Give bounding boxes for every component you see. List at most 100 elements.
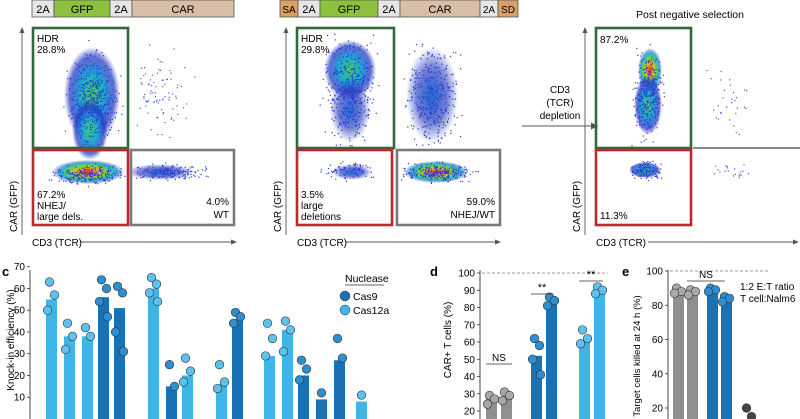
- scatter-dot: [431, 55, 433, 57]
- scatter-dot: [101, 177, 103, 180]
- scatter-dot: [650, 123, 652, 125]
- scatter-dot: [90, 124, 92, 126]
- scatter-dot: [432, 100, 434, 102]
- scatter-dot: [433, 71, 435, 73]
- scatter-dot: [460, 54, 462, 56]
- wt-label: NHEJ/WT: [451, 210, 495, 221]
- scatter-dot: [347, 79, 349, 81]
- scatter-dot: [103, 178, 105, 180]
- scatter-dot: [421, 45, 423, 47]
- scatter-dot: [434, 167, 436, 170]
- scatter-dot: [446, 176, 448, 178]
- scatter-dot: [422, 102, 424, 104]
- scatter-dot: [78, 95, 80, 97]
- scatter-dot: [167, 173, 169, 175]
- scatter-dot: [367, 79, 369, 81]
- scatter-dot: [98, 85, 100, 87]
- scatter-dot: [53, 175, 55, 177]
- scatter-dot: [463, 174, 465, 177]
- scatter-dot: [653, 104, 655, 106]
- scatter-dot: [110, 121, 112, 123]
- scatter-dot: [108, 103, 111, 105]
- bar: [98, 297, 109, 419]
- scatter-dot: [362, 136, 364, 138]
- scatter-dot: [343, 67, 345, 69]
- scatter-dot: [149, 79, 152, 81]
- scatter-dot: [448, 174, 450, 176]
- scatter-dot: [655, 91, 657, 93]
- scatter-dot: [167, 167, 169, 169]
- scatter-dot: [433, 165, 435, 167]
- hdr-percent: 28.8%: [37, 45, 65, 56]
- scatter-dot: [429, 105, 431, 107]
- data-point: [67, 331, 78, 341]
- scatter-dot: [639, 175, 642, 177]
- scatter-dot: [83, 168, 85, 170]
- scatter-dot: [77, 76, 79, 78]
- arrowhead: [231, 239, 237, 245]
- scatter-dot: [370, 171, 372, 173]
- scatter-dot: [649, 111, 651, 113]
- scatter-dot: [87, 58, 89, 60]
- scatter-dot: [352, 95, 355, 97]
- scatter-dot: [335, 169, 337, 171]
- scatter-dot: [421, 169, 423, 172]
- hdr-gate: [295, 26, 396, 150]
- scatter-dot: [87, 116, 89, 118]
- scatter-dot: [646, 90, 649, 92]
- scatter-dot: [111, 79, 113, 81]
- scatter-dot: [363, 51, 366, 53]
- scatter-dot: [636, 87, 638, 89]
- scatter-dot: [87, 166, 89, 168]
- wt-label: WT: [213, 210, 229, 221]
- scatter-dot: [411, 99, 413, 101]
- scatter-dot: [157, 176, 159, 178]
- scatter-dot: [98, 177, 100, 179]
- scatter-dot: [648, 82, 650, 84]
- depletion-arrow: CD3 (TCR) depletion: [522, 85, 598, 130]
- scatter-dot: [632, 171, 634, 173]
- scatter-dot: [654, 175, 656, 177]
- scatter-dot: [326, 173, 328, 175]
- scatter-dot: [92, 119, 94, 121]
- scatter-dot: [435, 173, 437, 175]
- scatter-dot: [350, 170, 352, 172]
- scatter-dot: [660, 177, 663, 179]
- scatter-dot: [169, 69, 171, 72]
- scatter-dot: [438, 131, 440, 133]
- scatter-dot: [351, 112, 353, 114]
- scatter-dot: [145, 105, 147, 107]
- scatter-dot: [118, 130, 120, 132]
- scatter-dot: [148, 165, 150, 168]
- scatter-dot: [439, 170, 441, 172]
- data-point: [260, 351, 271, 361]
- scatter-dot: [432, 175, 434, 177]
- scatter-dot: [142, 176, 144, 178]
- scatter-dot: [420, 57, 422, 60]
- scatter-dot: [731, 102, 733, 104]
- scatter-dot: [352, 111, 354, 113]
- data-point: [746, 411, 757, 419]
- scatter-dot: [78, 117, 80, 119]
- y-tick-label: 10: [14, 393, 26, 404]
- scatter-dot: [151, 174, 153, 176]
- scatter-dot: [86, 105, 88, 107]
- scatter-dot: [87, 102, 89, 104]
- scatter-dot: [87, 90, 89, 92]
- scatter-dot: [350, 92, 353, 94]
- scatter-dot: [432, 47, 434, 49]
- scatter-dot: [92, 110, 94, 112]
- scatter-dot: [415, 77, 417, 79]
- scatter-dot: [364, 89, 366, 91]
- scatter-dot: [435, 104, 437, 106]
- scatter-dot: [90, 114, 92, 116]
- scatter-dot: [113, 165, 115, 167]
- scatter-dot: [339, 89, 342, 91]
- scatter-dot: [639, 115, 641, 118]
- scatter-dot: [650, 102, 652, 104]
- scatter-dot: [68, 178, 70, 180]
- scatter-dot: [449, 86, 451, 88]
- scatter-dot: [80, 172, 82, 174]
- scatter-dot: [447, 181, 449, 183]
